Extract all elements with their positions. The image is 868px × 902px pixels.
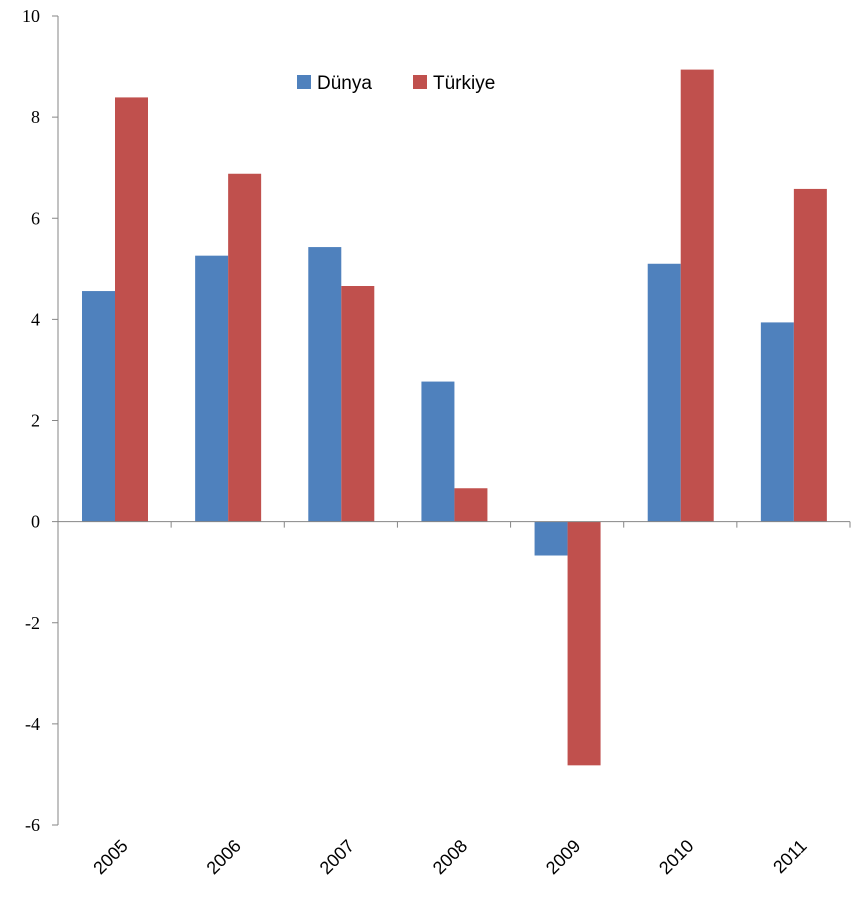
bar-d-nya-2006	[195, 255, 229, 522]
y-tick-label: -4	[25, 714, 40, 734]
y-tick-label: 2	[31, 411, 40, 431]
legend-label-d-nya: Dünya	[317, 73, 372, 94]
bar-t-rkiye-2007	[341, 286, 375, 522]
bar-t-rkiye-2010	[680, 69, 714, 522]
y-tick-label: 6	[31, 208, 40, 228]
legend-label-t-rkiye: Türkiye	[433, 73, 495, 94]
bar-d-nya-2005	[82, 291, 115, 522]
bar-t-rkiye-2005	[115, 97, 148, 522]
bar-t-rkiye-2011	[793, 188, 827, 522]
y-tick-label: -2	[25, 613, 40, 633]
bar-d-nya-2007	[308, 247, 342, 522]
x-tick-label: 2010	[655, 836, 697, 878]
bar-t-rkiye-2008	[454, 488, 488, 522]
x-tick-label: 2008	[429, 836, 471, 878]
y-tick-label: -6	[25, 815, 40, 835]
y-axis-ticks: 10 8 6 4 2 0 -2 -4 -6	[22, 6, 58, 835]
y-tick-label: 10	[22, 6, 40, 26]
y-tick-label: 4	[31, 309, 40, 329]
bar-t-rkiye-2006	[228, 173, 262, 522]
bar-d-nya-2011	[760, 322, 794, 522]
legend-swatch-t-rkiye	[413, 75, 427, 89]
y-tick-label: 8	[31, 107, 40, 127]
legend: Dünya Türkiye	[297, 73, 495, 94]
x-tick-label: 2006	[203, 836, 245, 878]
x-tick-label: 2011	[769, 836, 811, 878]
bar-d-nya-2009	[534, 521, 568, 556]
bar-d-nya-2008	[421, 381, 455, 522]
x-tick-label: 2009	[542, 836, 584, 878]
bar-t-rkiye-2009	[567, 521, 601, 766]
legend-swatch-d-nya	[297, 75, 311, 89]
bar-d-nya-2010	[647, 263, 681, 522]
y-tick-label: 0	[31, 512, 40, 532]
x-tick-label: 2007	[316, 836, 358, 878]
x-axis-ticks: 2005 2006 2007 2008 2009 2010 2011	[89, 521, 851, 878]
bars-layer	[82, 69, 827, 766]
x-tick-label: 2005	[89, 836, 131, 878]
